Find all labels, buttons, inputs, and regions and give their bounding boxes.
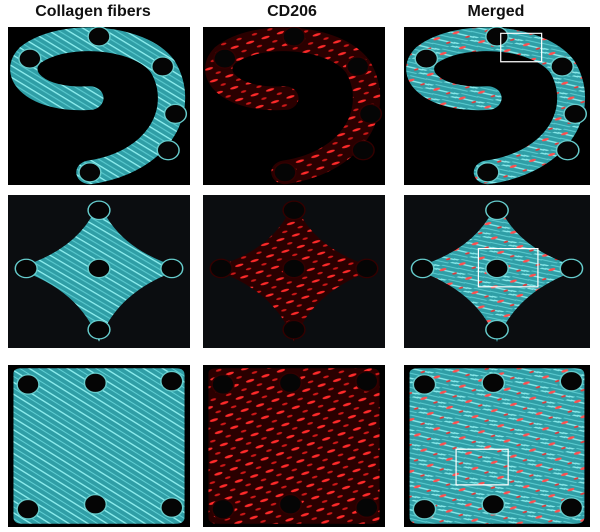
micrograph (404, 27, 590, 185)
micrograph (203, 365, 385, 527)
post (346, 56, 370, 77)
post (485, 27, 509, 47)
post (160, 258, 184, 279)
scaffold (406, 27, 585, 185)
post (410, 258, 435, 279)
column-header: CD206 (267, 3, 317, 20)
post (211, 498, 235, 520)
post (358, 103, 383, 125)
post (559, 497, 584, 518)
post (559, 370, 584, 392)
post (87, 258, 111, 279)
post (550, 56, 575, 77)
scaffold (409, 368, 585, 524)
micrograph (8, 195, 190, 348)
post (282, 200, 306, 221)
post (16, 498, 40, 520)
post (209, 258, 233, 279)
column-header: Collagen fibers (35, 3, 151, 20)
post (414, 48, 439, 69)
micrograph (8, 365, 190, 527)
post (355, 497, 379, 518)
post (14, 258, 38, 279)
post (273, 162, 297, 183)
column-header: Merged (468, 3, 525, 20)
post (18, 48, 42, 69)
zoom-box (478, 249, 538, 287)
post (351, 140, 375, 161)
micrograph (203, 195, 385, 348)
scaffold (205, 27, 381, 185)
post (355, 370, 379, 392)
post (211, 374, 235, 395)
post (563, 103, 588, 125)
zoom-box (501, 33, 542, 61)
post (282, 258, 306, 279)
post (412, 374, 437, 395)
post (278, 372, 303, 394)
post (16, 374, 40, 395)
micrograph (8, 27, 190, 185)
post (83, 493, 108, 515)
post (278, 493, 303, 515)
micrograph (404, 365, 590, 527)
post (78, 162, 102, 183)
post (485, 319, 509, 340)
scaffold (10, 27, 186, 185)
post (87, 27, 111, 47)
post (559, 258, 584, 279)
micrograph (404, 195, 590, 348)
micrograph (203, 27, 385, 185)
post (282, 319, 306, 340)
post (481, 372, 506, 394)
panel-grid (8, 27, 590, 527)
post (160, 370, 184, 392)
post (282, 27, 306, 47)
post (156, 140, 180, 161)
post (151, 56, 175, 77)
scaffold (13, 368, 185, 524)
post (87, 319, 111, 340)
post (83, 372, 108, 394)
post (475, 162, 500, 183)
post (87, 200, 111, 221)
post (485, 200, 509, 221)
post (481, 493, 506, 515)
post (163, 103, 188, 125)
post (555, 140, 580, 161)
post (355, 258, 379, 279)
post (160, 497, 184, 518)
scaffold (208, 368, 380, 524)
zoom-box (456, 449, 508, 485)
post (213, 48, 237, 69)
post (412, 498, 437, 520)
post (485, 258, 509, 279)
